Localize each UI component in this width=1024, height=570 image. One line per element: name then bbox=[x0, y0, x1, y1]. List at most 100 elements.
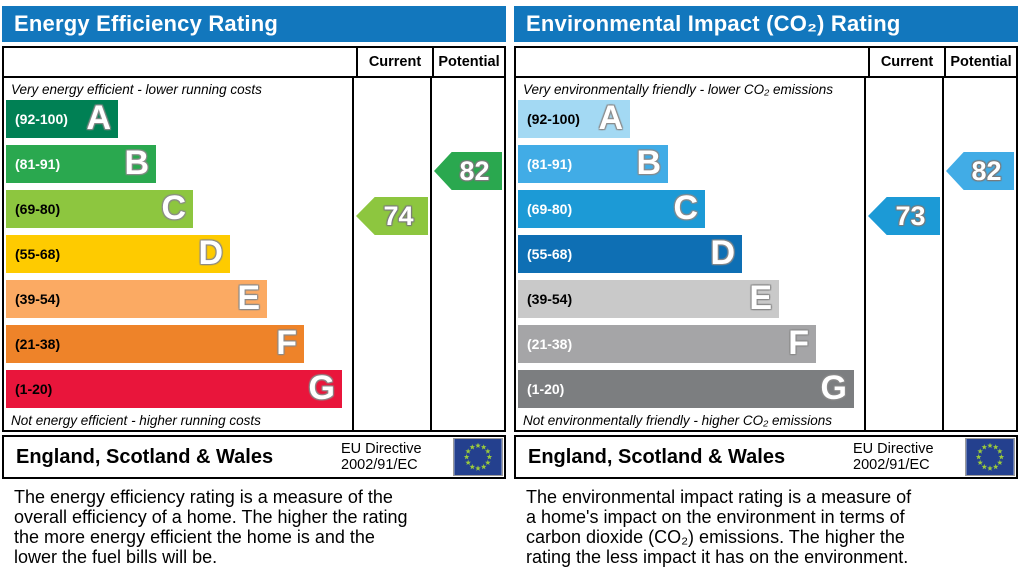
band-letter: C bbox=[673, 189, 698, 227]
energy-description-text: The energy efficiency rating is a measur… bbox=[14, 487, 506, 567]
description-line: a home's impact on the environment in te… bbox=[526, 507, 905, 527]
eu-flag-icon bbox=[453, 438, 503, 476]
rating-bands: (92-100) A (81-91) B (69-80) C (55-68) D (39-54)… bbox=[518, 100, 864, 415]
environmental-title-bar: Environmental Impact (CO₂) Rating bbox=[514, 6, 1018, 42]
band-row-C: (69-80) C bbox=[518, 190, 864, 235]
band-range-label: (55-68) bbox=[527, 246, 573, 262]
current-column-header: Current bbox=[868, 48, 944, 76]
environmental-panel-title: Environmental Impact (CO₂) Rating bbox=[526, 11, 901, 36]
current-column-divider bbox=[352, 78, 354, 430]
band-letter: F bbox=[276, 324, 297, 362]
band-row-D: (55-68) D bbox=[518, 235, 864, 280]
energy-rating-table: Current Potential Very energy efficient … bbox=[2, 46, 506, 432]
description-line: The energy efficiency rating is a measur… bbox=[14, 487, 393, 507]
potential-column-divider bbox=[430, 78, 432, 430]
table-header-row: Current Potential bbox=[4, 48, 504, 78]
band-range-label: (92-100) bbox=[15, 111, 68, 127]
band-letter: B bbox=[124, 144, 149, 182]
band-bar-C: (69-80) C bbox=[6, 190, 193, 228]
environmental-impact-panel: Environmental Impact (CO₂) Rating Curren… bbox=[514, 6, 1018, 567]
description-line: carbon dioxide (CO₂) emissions. The high… bbox=[526, 527, 905, 547]
band-row-C: (69-80) C bbox=[6, 190, 352, 235]
environmental-description-text: The environmental impact rating is a mea… bbox=[526, 487, 1018, 567]
current-rating-value: 73 bbox=[895, 200, 926, 231]
band-row-B: (81-91) B bbox=[518, 145, 864, 190]
description-line: rating the less impact it has on the env… bbox=[526, 547, 909, 567]
band-row-A: (92-100) A bbox=[518, 100, 864, 145]
bottom-note: Not environmentally friendly - higher CO… bbox=[523, 413, 833, 428]
bottom-note: Not energy efficient - higher running co… bbox=[11, 413, 261, 428]
band-letter: D bbox=[710, 234, 735, 272]
band-letter: G bbox=[820, 369, 847, 407]
band-row-B: (81-91) B bbox=[6, 145, 352, 190]
band-letter: E bbox=[237, 279, 260, 317]
potential-rating-arrow: 82 bbox=[946, 152, 1014, 190]
band-letter: F bbox=[788, 324, 809, 362]
eu-flag-icon bbox=[965, 438, 1015, 476]
band-letter: A bbox=[86, 99, 111, 137]
band-bar-A: (92-100) A bbox=[518, 100, 630, 138]
region-label: England, Scotland & Wales bbox=[528, 445, 786, 468]
band-bar-E: (39-54) E bbox=[518, 280, 779, 318]
band-bar-B: (81-91) B bbox=[518, 145, 668, 183]
band-row-E: (39-54) E bbox=[6, 280, 352, 325]
band-row-G: (1-20) G bbox=[6, 370, 352, 415]
band-row-E: (39-54) E bbox=[518, 280, 864, 325]
potential-column-header: Potential bbox=[944, 48, 1016, 76]
band-bar-G: (1-20) G bbox=[6, 370, 342, 408]
band-letter: A bbox=[598, 99, 623, 137]
band-row-D: (55-68) D bbox=[6, 235, 352, 280]
description-line: the more energy efficient the home is an… bbox=[14, 527, 375, 547]
rating-column-header bbox=[4, 48, 356, 76]
region-footer: England, Scotland & Wales EU Directive 2… bbox=[514, 435, 1018, 479]
band-range-label: (39-54) bbox=[527, 291, 573, 307]
band-range-label: (92-100) bbox=[527, 111, 580, 127]
rating-chart-body: Very environmentally friendly - lower CO… bbox=[516, 78, 1016, 430]
potential-rating-value: 82 bbox=[459, 155, 490, 186]
eu-directive-label: EU Directive 2002/91/EC bbox=[341, 441, 422, 473]
band-letter: E bbox=[749, 279, 772, 317]
band-range-label: (1-20) bbox=[527, 381, 565, 397]
band-bar-F: (21-38) F bbox=[518, 325, 816, 363]
band-letter: B bbox=[636, 144, 661, 182]
band-range-label: (55-68) bbox=[15, 246, 61, 262]
band-bar-E: (39-54) E bbox=[6, 280, 267, 318]
top-note: Very energy efficient - lower running co… bbox=[11, 82, 262, 97]
current-rating-arrow: 74 bbox=[356, 197, 428, 235]
band-range-label: (39-54) bbox=[15, 291, 61, 307]
potential-rating-value: 82 bbox=[971, 155, 1002, 186]
region-label: England, Scotland & Wales bbox=[16, 445, 274, 468]
band-row-F: (21-38) F bbox=[6, 325, 352, 370]
rating-bands: (92-100) A (81-91) B (69-80) C (55-68) D (39-54)… bbox=[6, 100, 352, 415]
energy-panel-title: Energy Efficiency Rating bbox=[14, 11, 278, 36]
table-header-row: Current Potential bbox=[516, 48, 1016, 78]
band-range-label: (21-38) bbox=[15, 336, 61, 352]
band-range-label: (81-91) bbox=[15, 156, 61, 172]
band-row-A: (92-100) A bbox=[6, 100, 352, 145]
band-range-label: (1-20) bbox=[15, 381, 53, 397]
band-range-label: (81-91) bbox=[527, 156, 573, 172]
region-footer: England, Scotland & Wales EU Directive 2… bbox=[2, 435, 506, 479]
potential-column-divider bbox=[942, 78, 944, 430]
band-range-label: (69-80) bbox=[15, 201, 61, 217]
current-rating-arrow: 73 bbox=[868, 197, 940, 235]
band-letter: D bbox=[198, 234, 223, 272]
band-bar-G: (1-20) G bbox=[518, 370, 854, 408]
environmental-rating-table: Current Potential Very environmentally f… bbox=[514, 46, 1018, 432]
eu-directive-label: EU Directive 2002/91/EC bbox=[853, 441, 934, 473]
current-column-header: Current bbox=[356, 48, 432, 76]
current-rating-value: 74 bbox=[383, 200, 414, 231]
band-range-label: (69-80) bbox=[527, 201, 573, 217]
band-bar-B: (81-91) B bbox=[6, 145, 156, 183]
rating-column-header bbox=[516, 48, 868, 76]
band-bar-F: (21-38) F bbox=[6, 325, 304, 363]
description-line: lower the fuel bills will be. bbox=[14, 547, 218, 567]
band-bar-D: (55-68) D bbox=[6, 235, 230, 273]
current-column-divider bbox=[864, 78, 866, 430]
rating-chart-body: Very energy efficient - lower running co… bbox=[4, 78, 504, 430]
band-bar-D: (55-68) D bbox=[518, 235, 742, 273]
band-row-G: (1-20) G bbox=[518, 370, 864, 415]
band-letter: G bbox=[308, 369, 335, 407]
potential-rating-arrow: 82 bbox=[434, 152, 502, 190]
